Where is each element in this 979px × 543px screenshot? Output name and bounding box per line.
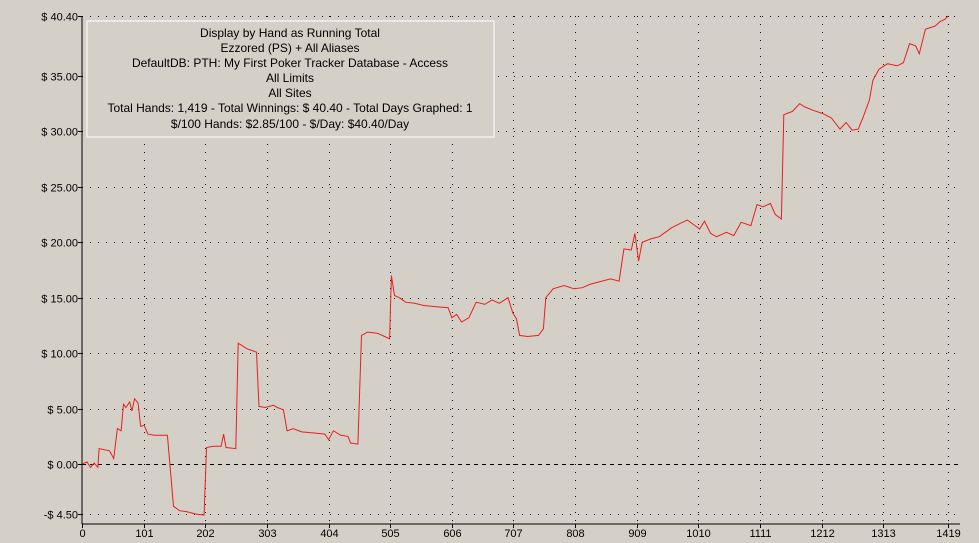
y-tick-label: $ 40.40 <box>41 12 78 24</box>
info-box-frame <box>86 20 495 138</box>
info-line-sites: All Sites <box>268 86 311 100</box>
axes <box>81 16 960 525</box>
y-tick-label: $ 10.00 <box>41 349 78 361</box>
x-ticks: 0 101 202 303 404 505 606 707 808 909 1010 1111 1212… <box>79 524 961 540</box>
info-line-player: Ezzored (PS) + All Aliases <box>220 41 359 55</box>
y-tick-label: -$ 4.50 <box>44 510 78 522</box>
info-box: Display by Hand as Running Total Ezzored… <box>86 20 495 138</box>
y-tick-label: $ 25.00 <box>41 183 78 195</box>
x-tick-label: 202 <box>196 528 214 540</box>
x-tick-label: 1111 <box>749 528 771 540</box>
x-tick-label: 909 <box>628 528 646 540</box>
x-tick-label: 1212 <box>810 528 834 540</box>
x-tick-label: 1010 <box>686 528 710 540</box>
x-tick-label: 1419 <box>936 528 960 540</box>
info-line-limits: All Limits <box>266 71 314 85</box>
x-tick-label: 505 <box>381 528 399 540</box>
grid <box>82 16 960 524</box>
x-tick-label: 707 <box>504 528 522 540</box>
y-ticks: -$ 4.50 $ 0.00 $ 5.00 $ 10.00 $ 15.00 $ 20.00… <box>41 12 82 522</box>
y-tick-label: $ 5.00 <box>47 405 78 417</box>
x-tick-label: 101 <box>135 528 153 540</box>
y-tick-label: $ 35.00 <box>41 72 78 84</box>
info-line-mode: Display by Hand as Running Total <box>200 26 380 40</box>
x-tick-label: 808 <box>566 528 584 540</box>
series-line-running-total <box>81 15 949 516</box>
y-tick-label: $ 20.00 <box>41 238 78 250</box>
info-line-database: DefaultDB: PTH: My First Poker Tracker D… <box>132 56 448 70</box>
x-tick-label: 303 <box>258 528 276 540</box>
x-tick-label: 606 <box>443 528 461 540</box>
y-tick-label: $ 30.00 <box>41 127 78 139</box>
series-group <box>81 15 949 516</box>
info-line-totals: Total Hands: 1,419 - Total Winnings: $ 4… <box>107 101 472 115</box>
x-tick-label: 1313 <box>871 528 895 540</box>
y-tick-label: $ 0.00 <box>47 460 78 472</box>
x-tick-label: 404 <box>320 528 338 540</box>
info-line-rates: $/100 Hands: $2.85/100 - $/Day: $40.40/D… <box>171 117 409 131</box>
y-tick-label: $ 15.00 <box>41 294 78 306</box>
x-tick-label: 0 <box>79 528 85 540</box>
